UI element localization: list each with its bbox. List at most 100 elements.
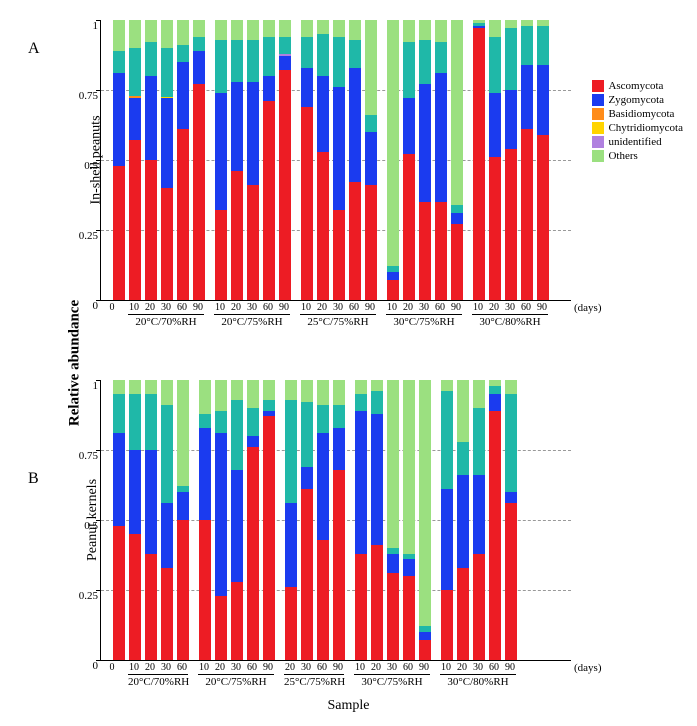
- bar-segment: [441, 590, 453, 660]
- bar: [537, 20, 549, 300]
- legend-swatch: [592, 136, 604, 148]
- bar-segment: [215, 596, 227, 660]
- bar-segment: [403, 20, 415, 42]
- bar-segment: [113, 526, 125, 660]
- bar: [419, 380, 431, 660]
- bar-segment: [317, 34, 329, 76]
- bar: [349, 20, 361, 300]
- bar-segment: [145, 380, 157, 394]
- bar-segment: [457, 475, 469, 567]
- bar-segment: [177, 492, 189, 520]
- bar-segment: [333, 37, 345, 87]
- bar-segment: [263, 76, 275, 101]
- bar-segment: [333, 405, 345, 427]
- bar-segment: [317, 152, 329, 300]
- bar-segment: [349, 40, 361, 68]
- group-label: 25°C/75%RH: [300, 316, 376, 328]
- bar: [403, 380, 415, 660]
- group-underline: [284, 674, 344, 675]
- x-tick-label: 60: [346, 302, 362, 313]
- bar-segment: [489, 386, 501, 394]
- bar-segment: [489, 37, 501, 93]
- legend-label: unidentified: [608, 136, 661, 148]
- bar: [263, 20, 275, 300]
- bar-segment: [371, 545, 383, 660]
- bar-segment: [365, 20, 377, 115]
- bar-segment: [355, 380, 367, 394]
- bar: [317, 20, 329, 300]
- bar: [215, 380, 227, 660]
- bar-segment: [521, 129, 533, 300]
- bar-segment: [371, 380, 383, 391]
- bar-segment: [457, 442, 469, 476]
- legend-item: Basidiomycota: [592, 108, 683, 120]
- bar-segment: [199, 520, 211, 660]
- x-tick-label: 30: [384, 662, 400, 673]
- bar-segment: [145, 394, 157, 450]
- legend-label: Ascomycota: [608, 80, 663, 92]
- bar-segment: [177, 20, 189, 45]
- bar-segment: [349, 68, 361, 183]
- legend-item: Ascomycota: [592, 80, 683, 92]
- bar-segment: [505, 90, 517, 149]
- legend-swatch: [592, 122, 604, 134]
- bar-segment: [215, 20, 227, 40]
- bar-segment: [473, 475, 485, 553]
- legend-swatch: [592, 108, 604, 120]
- bar-segment: [161, 20, 173, 48]
- bar-segment: [161, 188, 173, 300]
- group-labels-a: 20°C/70%RH20°C/75%RH25°C/75%RH30°C/75%RH…: [100, 316, 570, 330]
- bar-segment: [441, 489, 453, 590]
- bar-segment: [355, 554, 367, 660]
- bar-segment: [177, 45, 189, 62]
- bar-segment: [247, 20, 259, 40]
- y-tick-label: 0.75: [79, 90, 98, 102]
- x-tick-label: 90: [448, 302, 464, 313]
- bar: [451, 20, 463, 300]
- x-tick-label: 30: [244, 302, 260, 313]
- bar-segment: [419, 632, 431, 640]
- bar: [355, 380, 367, 660]
- bar-segment: [537, 135, 549, 300]
- bar-segment: [505, 394, 517, 492]
- bar: [441, 380, 453, 660]
- bar: [301, 380, 313, 660]
- bar-segment: [231, 82, 243, 172]
- bar: [145, 20, 157, 300]
- x-tick-label: 90: [330, 662, 346, 673]
- bar: [215, 20, 227, 300]
- x-tick-label: 90: [276, 302, 292, 313]
- legend-label: Others: [608, 150, 637, 162]
- x-tick-label: 10: [438, 662, 454, 673]
- bar-segment: [247, 40, 259, 82]
- bar-segment: [145, 554, 157, 660]
- bar-segment: [145, 42, 157, 76]
- bar-segment: [199, 414, 211, 428]
- plot-b: 00.250.50.751: [100, 380, 571, 661]
- bar-segment: [247, 408, 259, 436]
- bar-segment: [231, 171, 243, 300]
- legend-label: Zygomycota: [608, 94, 664, 106]
- bar-segment: [129, 20, 141, 48]
- x-tick-label: 60: [432, 302, 448, 313]
- bar-segment: [263, 400, 275, 411]
- bar-segment: [193, 37, 205, 51]
- x-tick-label: 30: [158, 662, 174, 673]
- x-tick-label: 0: [104, 302, 120, 313]
- x-tick-label: 60: [174, 302, 190, 313]
- group-labels-b: 20°C/70%RH20°C/75%RH25°C/75%RH30°C/75%RH…: [100, 676, 570, 690]
- bar-segment: [457, 568, 469, 660]
- bar-segment: [301, 68, 313, 107]
- bar-segment: [489, 93, 501, 157]
- bar-segment: [247, 185, 259, 300]
- bar-segment: [215, 380, 227, 411]
- bar-segment: [113, 73, 125, 165]
- bar: [387, 380, 399, 660]
- bar-segment: [365, 132, 377, 185]
- bar-segment: [247, 436, 259, 447]
- legend-label: Chytridiomycota: [608, 122, 683, 134]
- bar-segment: [317, 433, 329, 539]
- bar-segment: [419, 202, 431, 300]
- bar-segment: [365, 115, 377, 132]
- bar-segment: [387, 380, 399, 548]
